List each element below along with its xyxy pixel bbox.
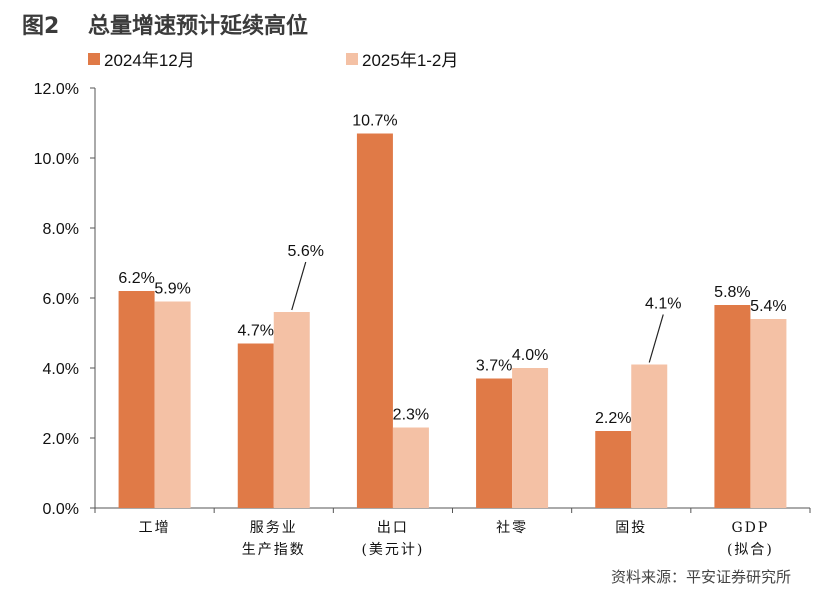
source-note: 资料来源：平安证券研究所 (611, 568, 791, 586)
bars (118, 133, 787, 508)
data-label-series-2: 4.1% (645, 296, 681, 313)
bar-series-1 (595, 431, 632, 508)
figure-number: 图2 (22, 14, 59, 39)
x-category-label: 固投 (615, 520, 647, 536)
data-label-series-1: 5.8% (714, 284, 750, 301)
x-category-label: 服务业 (250, 520, 298, 536)
x-category-label: 生产指数 (242, 542, 306, 558)
legend-label-2: 2025年1-2月 (362, 51, 458, 70)
y-tick-label: 8.0% (43, 221, 79, 238)
bar-series-2 (154, 301, 191, 508)
y-tick-label: 10.0% (34, 151, 79, 168)
data-label-series-2: 5.4% (750, 298, 786, 315)
bar-series-2 (512, 368, 549, 508)
data-labels: 6.2% 4.7% 10.7% 3.7% 2.2% 5.8% 5.9% 5.6% 2.3% 4.0… (118, 113, 786, 428)
x-category-label: 出口 (377, 520, 409, 536)
x-category-label: 工增 (139, 520, 171, 536)
data-label-series-1: 3.7% (476, 358, 512, 375)
x-category-label: GDP (732, 520, 770, 536)
bar-series-2 (750, 319, 787, 508)
chart-title: 总量增速预计延续高位 (88, 13, 308, 39)
data-label-series-2: 4.0% (512, 347, 548, 364)
bar-series-2 (392, 427, 429, 508)
y-tick-label: 12.0% (34, 81, 79, 98)
bar-series-1 (714, 305, 751, 508)
label-leaders (291, 261, 664, 363)
y-tick-label: 0.0% (43, 501, 79, 518)
data-label-series-2: 5.9% (154, 281, 190, 298)
y-tick-label: 6.0% (43, 291, 79, 308)
legend-swatch-1 (88, 53, 100, 65)
label-leader-line (291, 261, 307, 311)
data-label-series-1: 4.7% (238, 323, 274, 340)
bar-series-1 (476, 378, 513, 508)
legend-swatch-2 (346, 53, 358, 65)
data-label-series-1: 2.2% (595, 410, 631, 427)
bar-series-2 (273, 312, 310, 508)
data-label-series-1: 10.7% (352, 113, 397, 130)
legend: 2024年12月 2025年1-2月 (88, 51, 458, 70)
legend-label-1: 2024年12月 (104, 51, 195, 70)
data-label-series-1: 6.2% (118, 270, 154, 287)
y-axis: 0.0% 2.0% 4.0% 6.0% 8.0% 10.0% 12.0% (34, 81, 96, 518)
y-tick-label: 2.0% (43, 431, 79, 448)
bar-series-1 (118, 291, 155, 508)
x-category-label: 社零 (496, 520, 528, 536)
bar-series-1 (237, 343, 274, 508)
bar-series-2 (631, 364, 668, 508)
bar-series-1 (356, 133, 393, 508)
data-label-series-2: 5.6% (288, 243, 324, 260)
x-category-label: (美元计) (361, 542, 424, 558)
label-leader-line (648, 314, 664, 363)
data-label-series-2: 2.3% (393, 407, 429, 424)
x-category-label: (拟合) (727, 542, 774, 558)
y-tick-label: 4.0% (43, 361, 79, 378)
